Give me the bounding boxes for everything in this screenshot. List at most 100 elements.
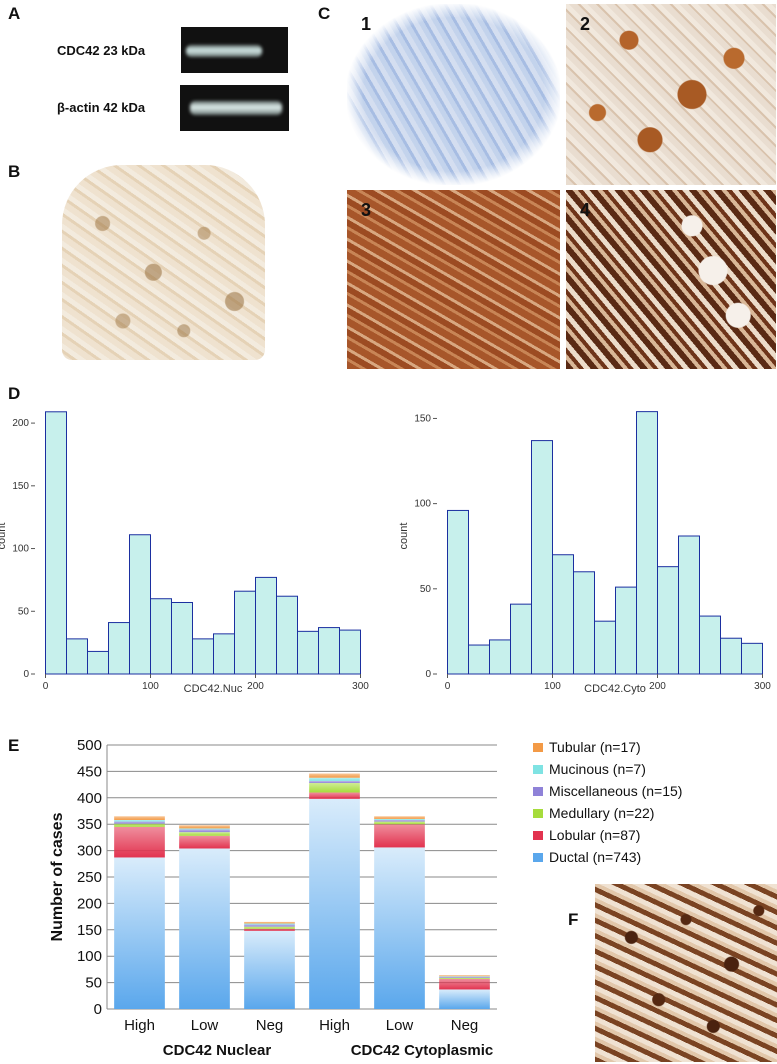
tma-core-1: 1 xyxy=(347,4,560,185)
y-axis-label: count xyxy=(0,523,8,550)
stacked-bar-segment xyxy=(309,783,360,793)
histogram-bar xyxy=(171,601,193,675)
legend-item-lobular: Lobular (n=87) xyxy=(533,824,682,846)
x-tick-label: 0 xyxy=(445,681,451,692)
stacked-bar-segment xyxy=(309,777,360,781)
stacked-bar-segment xyxy=(179,835,230,849)
legend-item-medullary: Medullary (n=22) xyxy=(533,802,682,824)
x-tick-label: Low xyxy=(191,1017,219,1034)
legend-label-tubular: Tubular (n=17) xyxy=(549,739,641,755)
stacked-bar-segment xyxy=(309,780,360,784)
stacked-bar-segment xyxy=(114,857,165,1009)
stacked-bar-segment xyxy=(114,826,165,858)
x-axis-label: CDC42.Nuc xyxy=(184,683,243,695)
y-tick-label: 50 xyxy=(420,584,432,595)
legend-label-medullary: Medullary (n=22) xyxy=(549,805,655,821)
y-tick-label: 0 xyxy=(23,669,29,680)
histogram-bar xyxy=(489,639,511,675)
group-label: CDC42 Cytoplasmic xyxy=(351,1042,494,1059)
y-tick-label: 200 xyxy=(77,895,102,912)
stacked-bar-segment xyxy=(179,829,230,833)
x-tick-label: Low xyxy=(386,1017,414,1034)
x-tick-label: 100 xyxy=(544,681,561,692)
histogram-bar xyxy=(87,650,109,675)
stacked-bar-segment xyxy=(374,847,425,1009)
group-label: CDC42 Nuclear xyxy=(163,1042,272,1059)
y-tick-label: 200 xyxy=(12,418,29,429)
stacked-bar-segment xyxy=(439,978,490,990)
legend-label-miscellaneous: Miscellaneous (n=15) xyxy=(549,783,683,799)
histogram-bar xyxy=(468,644,490,675)
legend-label-ductal: Ductal (n=743) xyxy=(549,849,642,865)
histogram-bar xyxy=(678,535,700,675)
histogram-bar xyxy=(531,440,553,675)
legend-swatch-ductal xyxy=(533,852,543,862)
histograms-svg: 0 50 100 150 200 0 100 200 300 CDC42.Nuc count 0 50… xyxy=(0,411,771,695)
y-tick-label: 0 xyxy=(425,669,431,680)
stacked-bar-segment xyxy=(114,816,165,820)
blot-strip-beta-actin xyxy=(180,85,289,131)
tma-core-3-number: 3 xyxy=(361,200,372,220)
histogram-bar xyxy=(66,638,88,675)
blot-label-cdc42: CDC42 23 kDa xyxy=(57,43,146,58)
y-tick-label: 500 xyxy=(77,737,102,754)
histogram-bar xyxy=(108,622,130,675)
tma-core-3: 3 xyxy=(347,190,560,369)
y-tick-label: 350 xyxy=(77,816,102,833)
legend-swatch-tubular xyxy=(533,742,543,752)
x-tick-label: 0 xyxy=(43,681,49,692)
y-axis-label: Number of cases xyxy=(49,812,66,941)
legend-item-miscellaneous: Miscellaneous (n=15) xyxy=(533,780,682,802)
histogram-bar xyxy=(213,633,235,675)
y-tick-label: 250 xyxy=(77,869,102,886)
histogram-bar xyxy=(45,411,67,675)
stacked-bar-segment xyxy=(114,821,165,824)
stacked-bar-segment xyxy=(244,926,295,929)
histogram-nuclear: 0 50 100 150 200 0 100 200 300 CDC42.Nuc count xyxy=(0,411,369,695)
blot-band-beta-actin xyxy=(190,101,282,115)
stacked-bar-segment xyxy=(309,798,360,1009)
histogram-bar xyxy=(741,642,763,675)
tissue-image-f xyxy=(595,884,777,1062)
stacked-bar-segment xyxy=(374,824,425,848)
legend-item-ductal: Ductal (n=743) xyxy=(533,846,682,868)
panel-label-e: E xyxy=(8,736,20,755)
histogram-bar xyxy=(255,576,277,675)
blot-band-cdc42 xyxy=(186,45,262,57)
tma-core-4-number: 4 xyxy=(580,200,591,220)
stacked-bar-segment xyxy=(439,976,490,977)
histogram-bar xyxy=(447,509,469,675)
tma-core-2-number: 2 xyxy=(580,14,591,34)
tma-core-4: 4 xyxy=(566,190,776,369)
y-tick-label: 300 xyxy=(77,843,102,860)
stacked-bar-svg: 0 50 100 150 200 250 300 350 400 450 500 High Low Neg… xyxy=(49,737,497,1059)
stacked-bar-segment xyxy=(309,792,360,799)
stacked-bar-segment xyxy=(179,828,230,830)
stacked-bar-segment xyxy=(439,989,490,1009)
legend: Tubular (n=17) Mucinous (n=7) Miscellane… xyxy=(533,736,682,868)
histogram-bar xyxy=(276,595,298,675)
legend-swatch-lobular xyxy=(533,830,543,840)
histogram-bar xyxy=(552,554,574,675)
histogram-bar xyxy=(573,571,595,675)
stacked-bar-segment xyxy=(114,819,165,822)
histogram-bar xyxy=(192,638,214,675)
y-tick-label: 50 xyxy=(85,975,102,992)
x-axis-label: CDC42.Cyto xyxy=(584,683,646,695)
stacked-bar-segment xyxy=(374,819,425,822)
legend-swatch-medullary xyxy=(533,808,543,818)
stacked-bar-segment xyxy=(374,821,425,825)
x-tick-label: 300 xyxy=(754,681,771,692)
legend-swatch-mucinous xyxy=(533,764,543,774)
histogram-bar xyxy=(129,534,151,675)
stacked-bar-segment xyxy=(374,816,425,819)
legend-swatch-miscellaneous xyxy=(533,786,543,796)
x-tick-label: High xyxy=(124,1017,155,1034)
histogram-bar xyxy=(636,411,658,675)
y-tick-label: 100 xyxy=(77,948,102,965)
y-tick-label: 150 xyxy=(414,413,431,424)
panel-label-d: D xyxy=(8,384,21,403)
histogram-cytoplasmic: 0 50 100 150 0 100 200 300 CDC42.Cyto count xyxy=(398,411,771,695)
legend-item-tubular: Tubular (n=17) xyxy=(533,736,682,758)
y-tick-label: 150 xyxy=(12,481,29,492)
